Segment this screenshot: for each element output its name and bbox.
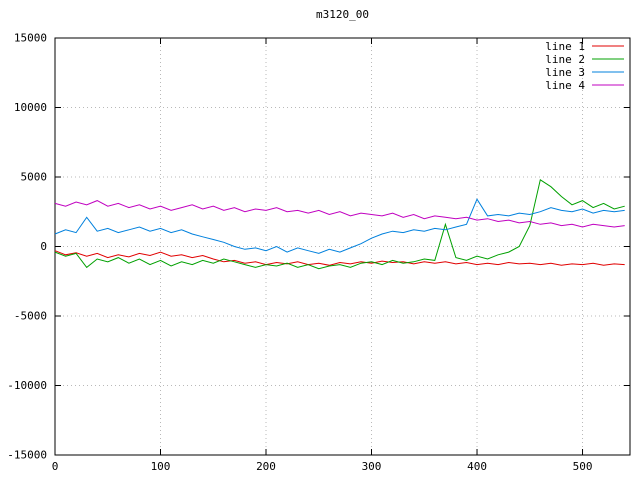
legend-label: line 3 [545, 66, 585, 79]
xtick-label: 0 [52, 460, 59, 473]
ytick-label: -15000 [7, 449, 47, 462]
xtick-label: 100 [151, 460, 171, 473]
ytick-label: 5000 [21, 171, 48, 184]
xtick-label: 300 [362, 460, 382, 473]
legend-label: line 1 [545, 40, 585, 53]
plot-border [54, 37, 631, 456]
ytick-label: 15000 [14, 32, 47, 45]
series-line-1 [54, 250, 625, 266]
legend-label: line 4 [545, 79, 585, 92]
series-line-2 [54, 178, 625, 270]
chart-title: m3120_00 [316, 8, 369, 21]
ytick-label: 0 [40, 240, 47, 253]
xtick-label: 200 [256, 460, 276, 473]
legend-label: line 2 [545, 53, 585, 66]
ytick-label: -10000 [7, 379, 47, 392]
xtick-label: 400 [467, 460, 487, 473]
ytick-label: 10000 [14, 101, 47, 114]
ytick-label: -5000 [14, 310, 47, 323]
series-line-3 [54, 198, 625, 254]
xtick-label: 500 [573, 460, 593, 473]
series-line-4 [54, 200, 625, 228]
